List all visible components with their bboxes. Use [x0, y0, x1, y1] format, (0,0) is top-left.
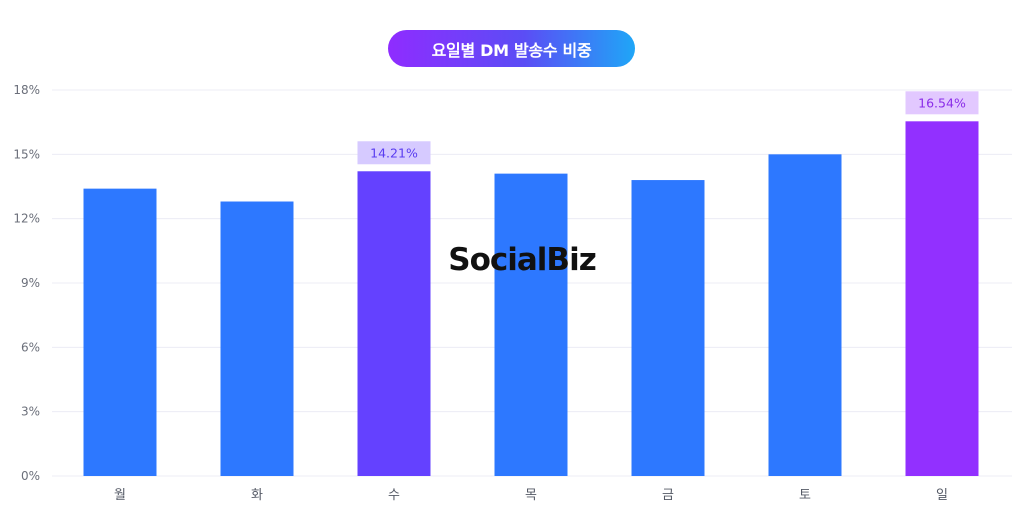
x-tick-label: 수 — [388, 488, 400, 503]
data-labels: 14.21% 16.54% — [357, 91, 979, 165]
y-axis: 0% 3% 6% 9% 12% 15% 18% — [13, 83, 40, 483]
bar-7 — [905, 121, 979, 476]
bar-5 — [631, 180, 705, 477]
bar-2 — [220, 201, 294, 476]
x-tick-label: 토 — [799, 488, 811, 503]
watermark-logo: SocialBiz — [448, 242, 595, 278]
y-tick-label: 3% — [21, 405, 40, 419]
y-tick-label: 0% — [21, 469, 40, 483]
x-tick-label: 일 — [936, 488, 948, 503]
x-tick-label: 월 — [114, 488, 126, 503]
bar-6 — [768, 154, 842, 477]
x-tick-label: 목 — [525, 488, 537, 503]
data-label-box — [357, 141, 431, 165]
bar-1 — [83, 188, 157, 476]
y-tick-label: 6% — [21, 340, 40, 354]
bar-series — [83, 121, 979, 477]
bar-4 — [494, 173, 568, 476]
y-tick-label: 15% — [13, 147, 40, 161]
x-tick-label: 금 — [662, 488, 674, 503]
data-label: 14.21% — [370, 145, 418, 160]
y-tick-label: 12% — [13, 212, 40, 226]
data-label: 16.54% — [918, 95, 966, 110]
x-tick-label: 화 — [251, 488, 263, 503]
chart-title: 요일별 DM 발송수 비중 — [388, 30, 635, 67]
y-tick-label: 9% — [21, 276, 40, 290]
bar-3 — [357, 171, 431, 476]
y-tick-label: 18% — [13, 83, 40, 97]
data-label-box — [905, 91, 979, 115]
